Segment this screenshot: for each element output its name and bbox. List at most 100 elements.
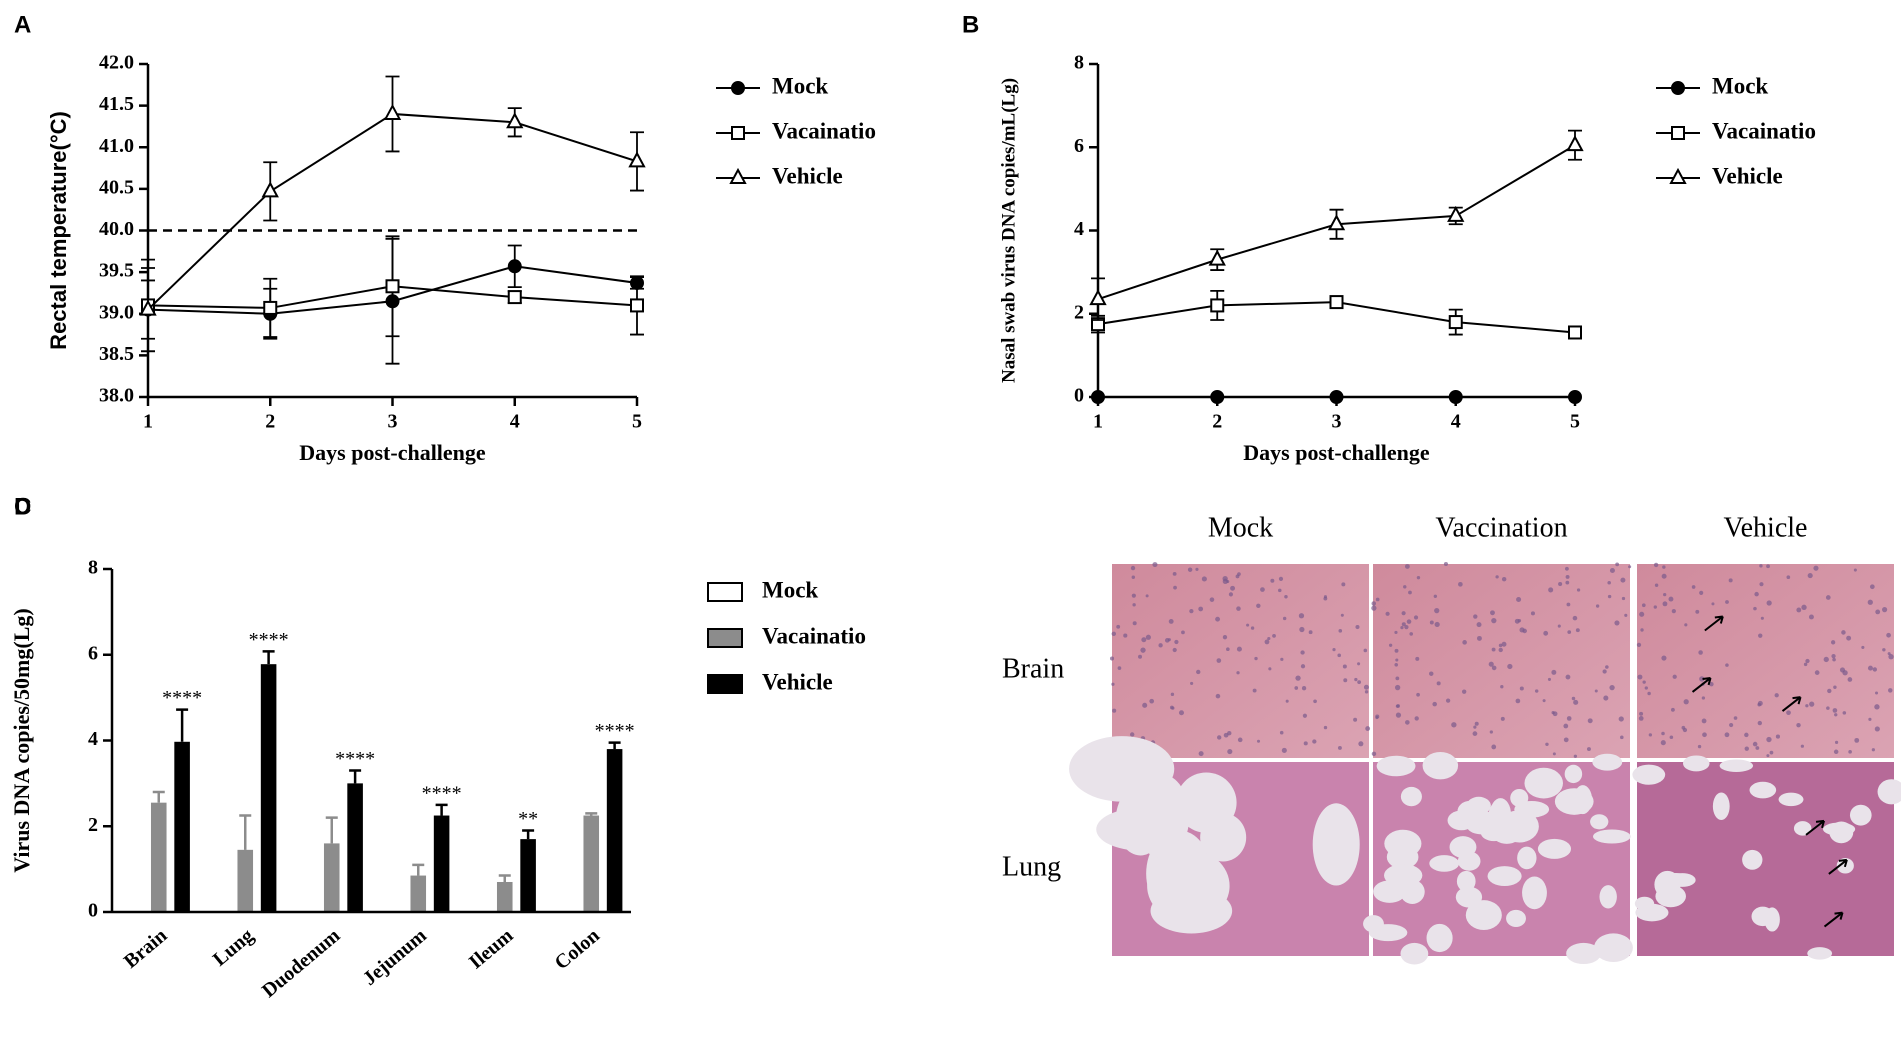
- bar: [237, 849, 254, 912]
- cell: [1198, 606, 1204, 612]
- cell: [1796, 722, 1801, 728]
- alveolus: [1429, 855, 1460, 872]
- cell: [1833, 749, 1839, 755]
- cell: [1867, 599, 1873, 605]
- cell: [1572, 615, 1578, 621]
- cell: [1595, 604, 1600, 608]
- cell: [1308, 630, 1313, 635]
- y-tick-label: 39.0: [99, 301, 134, 323]
- micrograph: [1363, 751, 1633, 965]
- cell: [1729, 722, 1734, 728]
- cell: [1663, 593, 1667, 597]
- alveolus: [1807, 947, 1833, 960]
- legend-swatch: [707, 628, 743, 648]
- cell: [1661, 573, 1667, 579]
- alveolus: [1592, 829, 1631, 844]
- cell: [1752, 741, 1758, 747]
- cell: [1653, 605, 1657, 609]
- cell: [1131, 575, 1136, 579]
- cell: [1760, 616, 1764, 620]
- cell: [1353, 717, 1358, 722]
- cell: [1639, 611, 1645, 617]
- legend-label: Vacainatio: [1712, 118, 1816, 143]
- x-tick-label: 4: [510, 411, 520, 433]
- error-bar: [262, 650, 275, 665]
- cell: [1669, 735, 1674, 740]
- cell: [1117, 666, 1122, 670]
- cell: [1874, 704, 1880, 710]
- legend-swatch: [707, 582, 743, 602]
- marker: [263, 300, 278, 315]
- legend-marker: [1671, 126, 1685, 140]
- cell: [1149, 698, 1155, 704]
- cell: [1699, 590, 1704, 595]
- cell: [1853, 568, 1857, 572]
- error-bar: [152, 790, 165, 803]
- cell: [1300, 650, 1305, 655]
- marker: [1448, 315, 1463, 330]
- cell: [1409, 632, 1414, 636]
- cell: [1294, 686, 1299, 690]
- cell: [1443, 561, 1448, 567]
- marker: [383, 103, 402, 120]
- cell: [1530, 611, 1535, 616]
- cell: [1433, 594, 1438, 598]
- cell: [1116, 624, 1121, 629]
- cell: [1775, 734, 1780, 739]
- cell: [1403, 585, 1407, 589]
- cell: [1808, 614, 1814, 620]
- cell: [1875, 691, 1879, 695]
- legend-label: Vehicle: [762, 669, 833, 694]
- alveolus: [1488, 801, 1509, 833]
- x-tick-label: 3: [388, 411, 398, 433]
- cell: [1552, 711, 1558, 717]
- cell: [1830, 640, 1836, 645]
- cell: [1332, 647, 1336, 652]
- cell: [1461, 689, 1467, 694]
- cell: [1404, 564, 1410, 569]
- micrograph: [1371, 561, 1632, 758]
- cell: [1744, 732, 1749, 738]
- cell: [1786, 710, 1791, 716]
- legend-label: Vacainatio: [772, 118, 876, 143]
- cell: [1498, 643, 1503, 648]
- cell: [1168, 618, 1174, 624]
- cell: [1429, 620, 1434, 625]
- significance-label: ****: [249, 629, 289, 651]
- cell: [1661, 731, 1665, 736]
- cell: [1278, 576, 1284, 581]
- cell: [1565, 574, 1570, 579]
- error-bar: [349, 769, 362, 784]
- cell: [1385, 611, 1390, 616]
- cell: [1725, 663, 1729, 667]
- cell: [1755, 746, 1760, 750]
- cell: [1639, 711, 1644, 716]
- legend-marker: [1669, 167, 1687, 184]
- cell: [1178, 710, 1185, 716]
- marker: [1089, 289, 1107, 306]
- legend-label: Mock: [1712, 73, 1768, 98]
- cell: [1434, 621, 1440, 628]
- cell: [1551, 669, 1557, 675]
- cell: [1491, 744, 1497, 750]
- cell: [1872, 667, 1877, 672]
- cell: [1565, 580, 1570, 585]
- cell: [1805, 658, 1810, 664]
- x-tick-label: Brain: [120, 924, 172, 972]
- cell: [1132, 603, 1136, 607]
- alveolus: [1456, 870, 1476, 892]
- cell: [1644, 686, 1648, 690]
- cell: [1801, 604, 1807, 611]
- alveolus: [1537, 838, 1572, 859]
- cell: [1301, 686, 1307, 691]
- cell: [1709, 682, 1714, 687]
- alveolus: [1751, 906, 1774, 927]
- bar: [433, 815, 450, 912]
- cell: [1413, 615, 1419, 620]
- cell: [1620, 577, 1626, 583]
- cell: [1394, 648, 1399, 653]
- error-bar: [585, 812, 598, 816]
- cell: [1766, 564, 1770, 569]
- cell: [1647, 691, 1651, 696]
